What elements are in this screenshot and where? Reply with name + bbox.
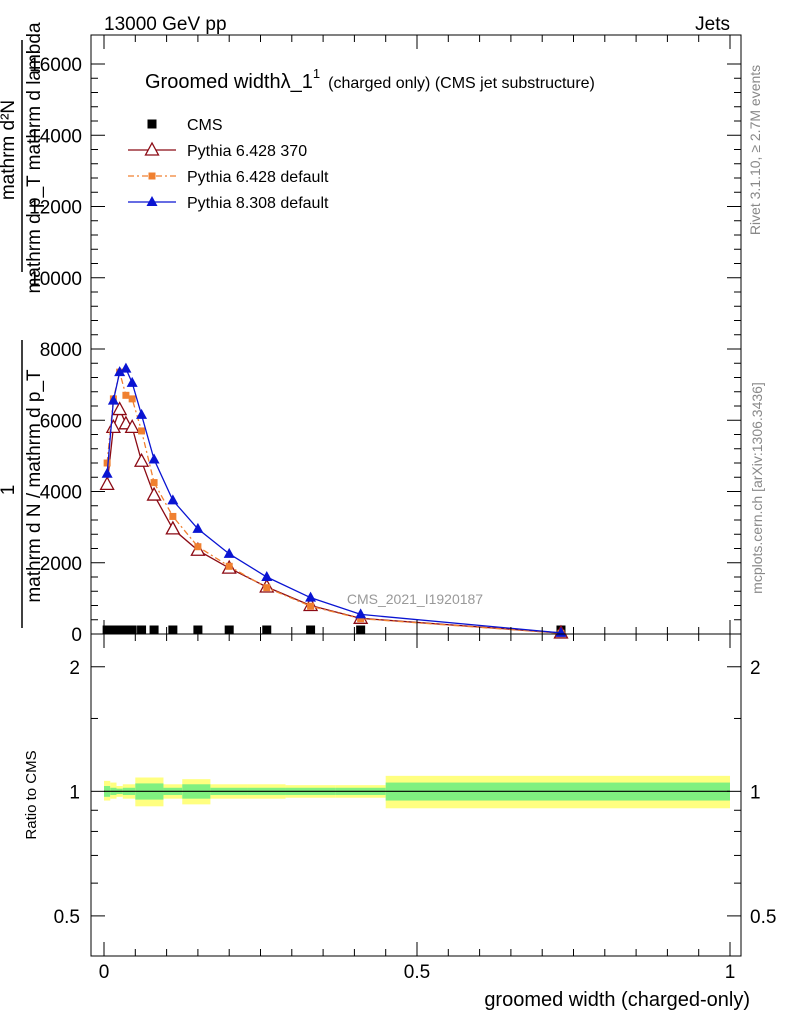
y-tick-label: 0 [71,625,82,646]
data-point [101,467,113,478]
data-point [127,625,137,635]
y-tick-label: 4000 [40,483,82,504]
data-point [133,452,150,467]
data-point [307,602,315,610]
y-tick-label: 8000 [40,340,82,361]
header-energy-label: 13000 GeV pp [104,14,227,35]
data-point [121,625,131,635]
data-point [138,427,146,435]
y-tick-label: 16000 [29,55,82,76]
legend-marker [146,196,158,206]
y-tick-label: 12000 [29,198,82,219]
data-point [168,625,178,635]
data-point [107,394,119,405]
ratio-frame [90,633,742,957]
series-line [106,371,562,634]
ratio-y-tick-label: 0.5 [54,907,80,928]
ratio-y-tick-label: 2 [69,658,80,679]
data-point [192,522,204,533]
data-point [262,625,272,635]
data-point [355,608,367,619]
data-point [149,625,159,635]
ratio-panel: 0.5 0.5 1 1 2 2 0 0.5 1 Ratio to CMS groomed wid… [23,633,776,1011]
main-panel: 0 2000 4000 6000 8000 10000 12000 14000 16000 Gr… [0,22,742,646]
data-point [99,476,115,491]
data-point [108,625,118,635]
series-pythia-8-308-default [101,362,567,637]
legend-label: Pythia 6.428 default [187,169,329,186]
legend-entry: Pythia 6.428 default [128,169,329,186]
svg-text:mathrm d²N: mathrm d²N [0,100,19,200]
data-point [194,543,202,551]
data-point [356,625,366,635]
y-tick-label: 6000 [40,411,82,432]
data-point [115,625,125,635]
data-point [305,591,317,602]
legend-entry: Pythia 6.428 370 [128,141,307,160]
legend-marker [147,119,157,129]
analysis-watermark: CMS_2021_I1920187 [347,591,483,607]
data-point [225,562,233,570]
data-point [357,615,365,623]
header-process-label: Jets [695,14,730,35]
legend-label: Pythia 8.308 default [187,195,329,212]
x-tick-label: 0.5 [404,962,430,983]
data-point [263,584,271,592]
data-point [169,512,177,520]
x-axis-label: groomed width (charged-only) [484,989,750,1011]
svg-text:1: 1 [0,485,19,496]
rivet-version-label: Rivet 3.1.10, ≥ 2.7M events [747,65,763,235]
data-point [150,479,158,487]
ratio-ylabel: Ratio to CMS [23,750,40,839]
data-point [261,571,273,581]
data-point [146,486,162,501]
legend-label: CMS [187,117,223,134]
data-point [167,494,179,505]
series-line [106,407,562,634]
ratio-y-tick-label-right: 0.5 [750,907,776,928]
plot-title: Groomed widthλ_11(charged only) (CMS jet… [145,66,595,93]
data-point [105,419,121,434]
main-ylabel: mathrm d²N mathrm d p_T mathrm d lambda … [0,22,45,628]
data-point [122,391,130,399]
ratio-y-tick-label: 1 [69,782,80,803]
svg-text:mathrm d p_T mathrm d lambda: mathrm d p_T mathrm d lambda [24,22,45,293]
legend-marker [144,141,160,156]
data-point [112,401,128,416]
ratio-y-tick-label-right: 2 [750,658,761,679]
legend-label: Pythia 6.428 370 [187,143,307,160]
ratio-y-tick-label-right: 1 [750,782,761,803]
y-tick-label: 14000 [29,126,82,147]
svg-text:mathrm d N / mathrm d p_T: mathrm d N / mathrm d p_T [24,369,45,603]
data-point [137,625,147,635]
x-tick-label: 0 [99,962,110,983]
legend: CMS Pythia 6.428 370 Pythia 6.428 default P… [128,117,329,212]
data-point [306,625,316,635]
data-point [114,366,126,377]
y-tick-label: 2000 [40,554,82,575]
data-point [103,459,111,467]
mcplots-label: mcplots.cern.ch [arXiv:1306.3436] [749,382,765,594]
legend-marker [148,172,156,180]
legend-entry: CMS [147,117,223,134]
y-tick-label: 10000 [29,269,82,290]
data-point [136,408,148,419]
data-point [120,362,132,373]
series-pythia-6-428-370 [99,401,569,639]
data-point [124,419,140,434]
x-tick-label: 1 [725,962,736,983]
data-point [102,625,112,635]
legend-entry: Pythia 8.308 default [128,195,329,212]
data-point [165,520,181,535]
data-point [128,395,136,403]
data-point [148,453,160,464]
data-point [223,547,235,558]
data-point [126,376,138,387]
